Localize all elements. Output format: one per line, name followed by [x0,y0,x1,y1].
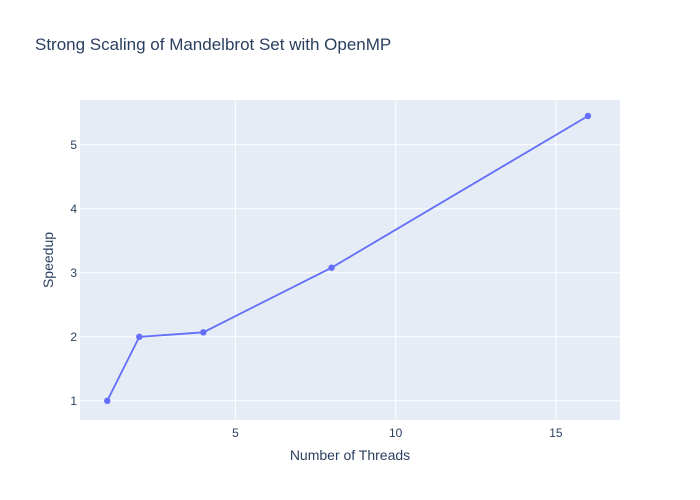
data-points [104,112,592,404]
x-tick-labels: 5 10 15 [232,426,563,440]
data-point [104,397,111,404]
x-tick-label: 10 [389,426,403,440]
x-tick-label: 15 [549,426,563,440]
y-tick-label: 5 [70,138,77,152]
data-point [136,333,143,340]
grid [80,100,620,420]
y-tick-label: 1 [70,394,77,408]
plot-area [80,100,620,420]
data-point [328,264,335,271]
data-point [200,329,207,336]
y-tick-label: 3 [70,266,77,280]
x-tick-label: 5 [232,426,239,440]
data-point [584,112,592,120]
y-tick-labels: 1 2 3 4 5 [70,138,77,408]
y-tick-label: 2 [70,330,77,344]
chart-title: Strong Scaling of Mandelbrot Set with Op… [35,35,391,54]
y-axis-label: Speedup [40,232,56,288]
y-tick-label: 4 [70,202,77,216]
x-axis-label: Number of Threads [290,447,410,463]
